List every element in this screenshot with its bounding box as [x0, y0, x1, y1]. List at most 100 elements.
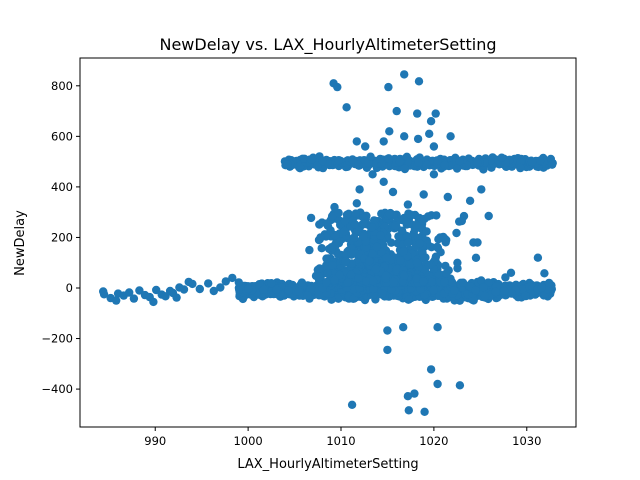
data-point: [397, 226, 407, 235]
data-point: [458, 278, 468, 287]
data-point: [399, 247, 408, 256]
data-point: [382, 253, 391, 262]
data-point: [179, 285, 189, 294]
data-point: [330, 275, 339, 285]
x-axis-label: LAX_HourlyAltimeterSetting: [237, 457, 418, 472]
data-point: [376, 231, 385, 240]
data-point: [327, 212, 337, 221]
data-point: [228, 273, 237, 283]
y-tick-label: 200: [51, 230, 73, 244]
data-point: [420, 214, 429, 224]
data-point: [537, 283, 546, 292]
data-point: [507, 289, 516, 298]
data-point: [500, 286, 509, 295]
y-tick-label: 0: [66, 281, 73, 295]
data-point: [527, 157, 537, 167]
data-point: [535, 156, 545, 165]
data-point: [354, 160, 363, 170]
data-point: [381, 271, 391, 281]
data-point: [306, 213, 316, 223]
data-point: [455, 381, 465, 390]
data-point: [359, 232, 368, 241]
data-point: [392, 106, 401, 116]
data-point: [359, 219, 368, 229]
data-point: [99, 290, 109, 299]
data-point: [477, 185, 486, 194]
x-tick-label: 1010: [326, 434, 355, 448]
data-point: [368, 276, 378, 286]
data-point: [221, 277, 230, 286]
data-point: [415, 239, 425, 248]
data-point: [416, 285, 425, 294]
data-point: [396, 256, 405, 265]
data-point: [369, 284, 378, 294]
data-point: [347, 249, 356, 258]
data-point: [400, 70, 409, 79]
data-point: [391, 221, 400, 230]
y-tick-label: −200: [41, 332, 73, 346]
data-point: [379, 177, 388, 186]
y-axis-label: NewDelay: [13, 210, 28, 276]
data-point: [432, 211, 441, 220]
data-point: [413, 134, 423, 144]
data-point: [439, 232, 448, 242]
data-point: [433, 242, 442, 251]
data-point: [327, 295, 336, 304]
data-point: [379, 137, 388, 146]
data-point: [452, 164, 462, 173]
data-point: [352, 137, 361, 146]
x-tick-label: 1000: [233, 434, 262, 448]
plot-frame: [79, 57, 577, 428]
data-point: [427, 277, 436, 287]
data-point: [367, 249, 377, 258]
data-point: [426, 365, 436, 374]
x-tick-label: 1020: [419, 434, 448, 448]
data-point: [347, 400, 357, 409]
data-point: [431, 109, 440, 118]
x-axis: 990 1000 1010 1020 1030: [144, 427, 541, 448]
data-point: [446, 132, 455, 141]
data-point: [399, 323, 408, 332]
data-point: [318, 156, 327, 166]
data-point: [306, 284, 315, 294]
data-point: [315, 272, 324, 282]
data-point: [395, 157, 405, 166]
data-point: [341, 257, 350, 266]
data-point: [400, 132, 409, 141]
chart-title: NewDelay vs. LAX_HourlyAltimeterSetting: [159, 35, 496, 55]
data-point: [149, 297, 158, 307]
data-point: [403, 392, 413, 401]
data-point: [195, 284, 204, 294]
data-point: [472, 158, 482, 168]
data-point: [419, 190, 428, 199]
data-point: [342, 103, 351, 112]
data-point: [340, 226, 349, 236]
data-point: [387, 238, 396, 247]
data-point: [410, 389, 419, 398]
data-point: [477, 276, 486, 285]
data-point: [125, 288, 134, 297]
data-point: [346, 270, 356, 279]
data-point: [234, 278, 243, 287]
data-point: [389, 277, 399, 287]
data-point: [172, 293, 181, 302]
data-point: [429, 142, 439, 151]
data-point: [516, 163, 525, 173]
data-point: [334, 294, 343, 303]
data-point: [501, 273, 510, 282]
data-point: [518, 285, 527, 294]
x-tick-label: 1030: [512, 434, 541, 448]
data-point: [440, 278, 449, 287]
data-point: [334, 208, 343, 218]
data-point: [433, 323, 442, 332]
data-point: [317, 244, 326, 253]
data-point: [372, 242, 381, 252]
data-point: [333, 82, 342, 92]
data-point: [112, 296, 121, 305]
data-point: [422, 160, 431, 169]
data-point: [429, 286, 438, 295]
data-point: [305, 245, 314, 255]
data-point: [547, 160, 557, 169]
data-point: [322, 254, 331, 263]
